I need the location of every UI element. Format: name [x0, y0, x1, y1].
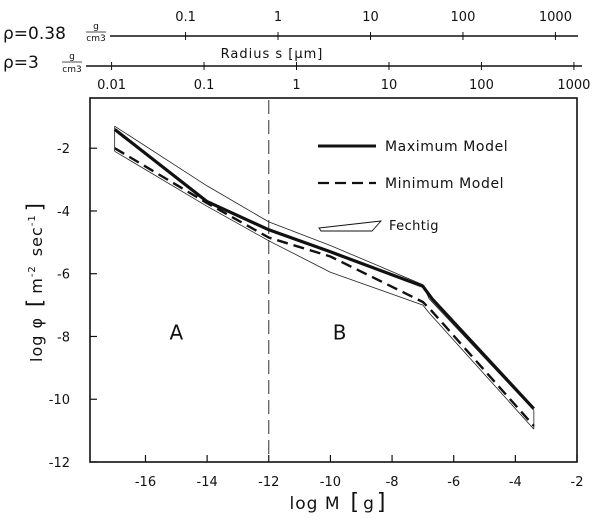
top-tick-label: 1000 — [539, 10, 572, 25]
y-axis-label-quantity: log φ — [27, 317, 46, 362]
x-axis-label-bracket-close: ] — [377, 490, 387, 515]
rho-038-ticks: 0.1 1 10 100 1000 — [175, 10, 572, 40]
y-tick-label: -2 — [57, 142, 70, 157]
legend-label-fechtig: Fechtig — [389, 219, 439, 234]
rho-038-unit-numer: g — [93, 22, 99, 32]
fechtig-upper-line — [114, 125, 535, 411]
rho-038-unit-denom: cm3 — [86, 34, 105, 44]
top-tick-label: 0.01 — [97, 78, 126, 93]
legend-label-minimum-model: Minimum Model — [385, 176, 504, 192]
radius-axis-title: Radius s [μm] — [221, 47, 324, 62]
top-tick-label: 100 — [469, 78, 494, 93]
legend: Maximum Model Minimum Model Fechtig — [318, 139, 508, 234]
legend-swatch-fechtig — [318, 220, 383, 232]
y-axis-label-bracket-open: [ — [23, 298, 47, 307]
rho-3-ticks: 0.01 0.1 1 10 100 1000 — [97, 62, 590, 93]
region-label: A — [169, 321, 183, 345]
x-tick-label: -10 — [320, 475, 341, 490]
x-axis-ticks: -16 -14 -12 -10 -8 -6 -4 -2 — [135, 455, 584, 490]
x-axis-label-bracket-open: [ — [351, 490, 361, 515]
fechtig-lower-line — [114, 150, 535, 430]
top-axis-rho-3: ρ=3 g cm3 Radius s [μm] 0.01 0.1 1 10 100 100… — [3, 47, 590, 93]
legend-label-maximum-model: Maximum Model — [385, 139, 508, 155]
y-axis-label: log φ [ m-2 sec-1] — [23, 202, 47, 362]
y-tick-label: -4 — [57, 205, 70, 220]
x-axis-label-unit: g — [363, 494, 375, 514]
y-axis-ticks: -2 -4 -6 -8 -10 -12 — [49, 142, 97, 471]
y-axis-label-unit-base: m — [27, 277, 46, 294]
x-tick-label: -8 — [386, 475, 399, 490]
y-axis-label-bracket-close: ] — [23, 202, 47, 211]
plot-frame — [89, 97, 578, 463]
x-axis-label-quantity: log M — [290, 494, 341, 514]
top-tick-label: 100 — [451, 10, 476, 25]
y-axis-label-text: log φ [ m-2 sec-1] — [23, 202, 47, 362]
y-tick-label: -8 — [57, 330, 70, 345]
y-axis-label-unit-exp2: -1 — [27, 214, 38, 226]
fechtig-band — [114, 125, 535, 430]
rho-3-unit-denom: cm3 — [62, 65, 81, 75]
rho-038-label: ρ=0.38 — [3, 24, 66, 44]
series-layer — [113, 128, 535, 427]
top-tick-label: 10 — [381, 78, 398, 93]
region-label: B — [333, 321, 347, 345]
rho-3-label: ρ=3 — [3, 53, 39, 73]
y-tick-label: -12 — [49, 456, 70, 471]
top-tick-label: 1 — [274, 10, 282, 25]
x-tick-label: -2 — [571, 475, 584, 490]
y-axis-label-unit-mid: sec — [27, 226, 46, 256]
x-tick-label: -4 — [509, 475, 522, 490]
x-tick-label: -14 — [197, 475, 218, 490]
top-tick-label: 0.1 — [194, 78, 215, 93]
x-tick-label: -12 — [258, 475, 279, 490]
x-axis-label: log M [g] — [290, 490, 387, 515]
series-maximum-model-line — [113, 128, 535, 410]
x-tick-label: -16 — [135, 475, 156, 490]
top-axis-rho-038: ρ=0.38 g cm3 0.1 1 10 100 1000 — [3, 10, 578, 44]
rho-3-unit-numer: g — [69, 52, 75, 62]
y-tick-label: -10 — [49, 393, 70, 408]
y-tick-label: -6 — [57, 268, 70, 283]
x-tick-label: -6 — [447, 475, 460, 490]
top-tick-label: 1000 — [557, 78, 590, 93]
top-tick-label: 0.1 — [175, 10, 196, 25]
top-tick-label: 10 — [362, 10, 379, 25]
y-axis-label-unit-exp1: -2 — [27, 265, 38, 277]
top-tick-label: 1 — [292, 78, 300, 93]
